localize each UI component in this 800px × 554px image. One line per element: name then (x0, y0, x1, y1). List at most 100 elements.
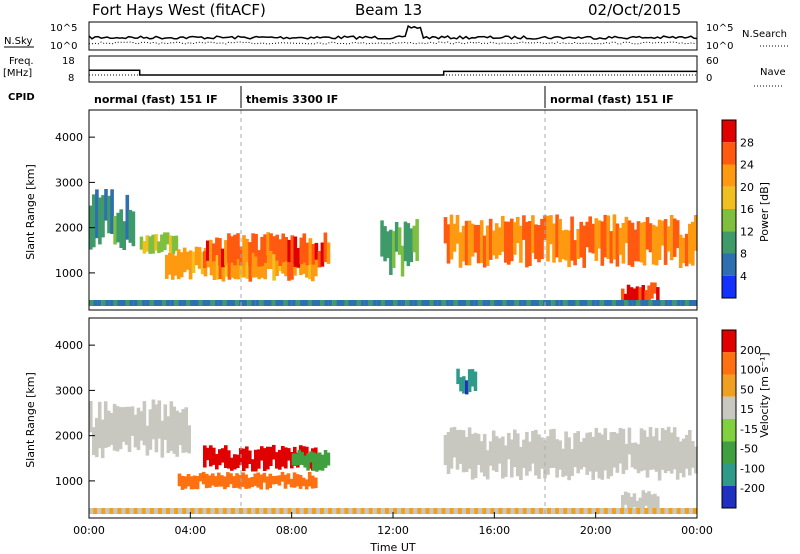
ground-scatter-cell (174, 300, 179, 306)
velocity-cell (546, 436, 550, 475)
power-cell (455, 214, 460, 244)
ground-scatter-cell (202, 300, 207, 306)
velocity-cell (558, 440, 562, 470)
velocity-cell (606, 440, 611, 479)
velocity-cell (567, 437, 571, 481)
power-cell (501, 215, 505, 252)
ground-scatter-cell (425, 508, 430, 514)
ground-scatter-cell (194, 300, 199, 306)
ground-scatter-cell (494, 300, 499, 306)
velocity-cell (214, 476, 218, 487)
ground-scatter-cell (441, 508, 446, 514)
velocity-cell (323, 450, 328, 468)
colorbar-tick-label: 100 (740, 364, 761, 377)
velocity-cell (570, 449, 574, 476)
ground-scatter-cell (166, 300, 171, 306)
velocity-cell (681, 438, 686, 478)
ground-scatter-cell (303, 508, 308, 514)
ground-scatter-cell (425, 300, 430, 306)
power-cell (666, 226, 671, 252)
ground-scatter-cell (287, 508, 292, 514)
ground-scatter-cell (579, 300, 584, 306)
power-cell (549, 215, 553, 245)
power-cell (218, 253, 223, 280)
colorbar-tick-label: 8 (740, 248, 747, 261)
velocity-heatmap (89, 368, 698, 514)
x-tick-label: 20:00 (580, 524, 612, 537)
power-panel-frame (88, 109, 698, 311)
power-cell (606, 215, 611, 259)
power-cell (245, 238, 249, 262)
power-cell (299, 237, 304, 265)
ground-scatter-cell (178, 300, 183, 306)
ground-scatter-cell (534, 300, 540, 306)
power-cell (600, 221, 605, 266)
ground-scatter-cell (405, 508, 410, 514)
power-cell (528, 221, 532, 266)
power-cell (630, 222, 635, 267)
colorbar-tick-label: 20 (740, 181, 754, 194)
velocity-colorbar-label: Velocity [m s⁻¹] (758, 352, 771, 437)
ground-scatter-cell (109, 300, 114, 306)
power-cell (513, 222, 517, 255)
ground-scatter-cell (210, 508, 215, 514)
velocity-cell (470, 433, 475, 480)
ground-scatter-cell (129, 300, 134, 306)
ground-scatter-cell (652, 508, 657, 514)
ground-scatter-cell (93, 300, 98, 306)
velocity-cell (597, 432, 602, 479)
ground-scatter-cell (494, 508, 499, 514)
ground-scatter-cell (583, 508, 588, 514)
power-cell (281, 252, 285, 274)
velocity-cell (257, 449, 261, 469)
velocity-cell (519, 447, 523, 481)
ground-scatter-cell (445, 300, 450, 306)
power-cell (636, 221, 641, 262)
power-cell (653, 282, 657, 294)
velocity-cell (232, 476, 236, 489)
ground-scatter-cell (583, 300, 588, 306)
ground-scatter-cell (93, 508, 98, 514)
ground-scatter-cell (279, 508, 284, 514)
ground-scatter-cell (648, 300, 653, 306)
cpid-row: normal (fast) 151 IF themis 3300 IF normal… (94, 86, 674, 108)
velocity-cell (609, 432, 614, 477)
freq-label: Freq. (9, 56, 34, 67)
power-cell (104, 189, 108, 221)
power-cell (684, 233, 689, 267)
power-cell (564, 229, 568, 261)
velocity-cell (253, 473, 257, 486)
velocity-cell (169, 401, 174, 451)
ground-scatter-cell (676, 300, 681, 306)
velocity-cell (277, 475, 282, 486)
power-cell (191, 251, 196, 273)
velocity-cell (241, 472, 245, 487)
power-cell (507, 221, 511, 265)
power-cell (174, 235, 179, 251)
velocity-cell (180, 475, 185, 490)
ground-scatter-cell (182, 300, 187, 306)
power-cell (582, 225, 586, 268)
ground-scatter-cell (267, 508, 272, 514)
power-cell (400, 245, 405, 277)
power-cell (290, 235, 295, 264)
ground-scatter-cell (101, 300, 106, 306)
ground-scatter-cell (340, 300, 345, 306)
power-colorbar: 28 24 20 16 12 8 4 (721, 119, 754, 299)
ground-scatter-cell (141, 508, 146, 514)
ground-scatter-cell (316, 508, 321, 514)
ground-scatter-cell (628, 508, 633, 514)
ground-scatter-cell (470, 508, 475, 514)
power-cell (314, 246, 318, 277)
ground-scatter-cell (222, 300, 227, 306)
ground-scatter-cell (340, 508, 345, 514)
power-cell (543, 215, 547, 240)
ground-scatter-cell (595, 300, 600, 306)
power-cell (326, 242, 331, 264)
velocity-cell (654, 428, 659, 472)
velocity-cell (281, 446, 285, 467)
velocity-cell (217, 472, 221, 487)
ground-scatter-cell (166, 508, 171, 514)
ground-scatter-cell (530, 508, 535, 514)
